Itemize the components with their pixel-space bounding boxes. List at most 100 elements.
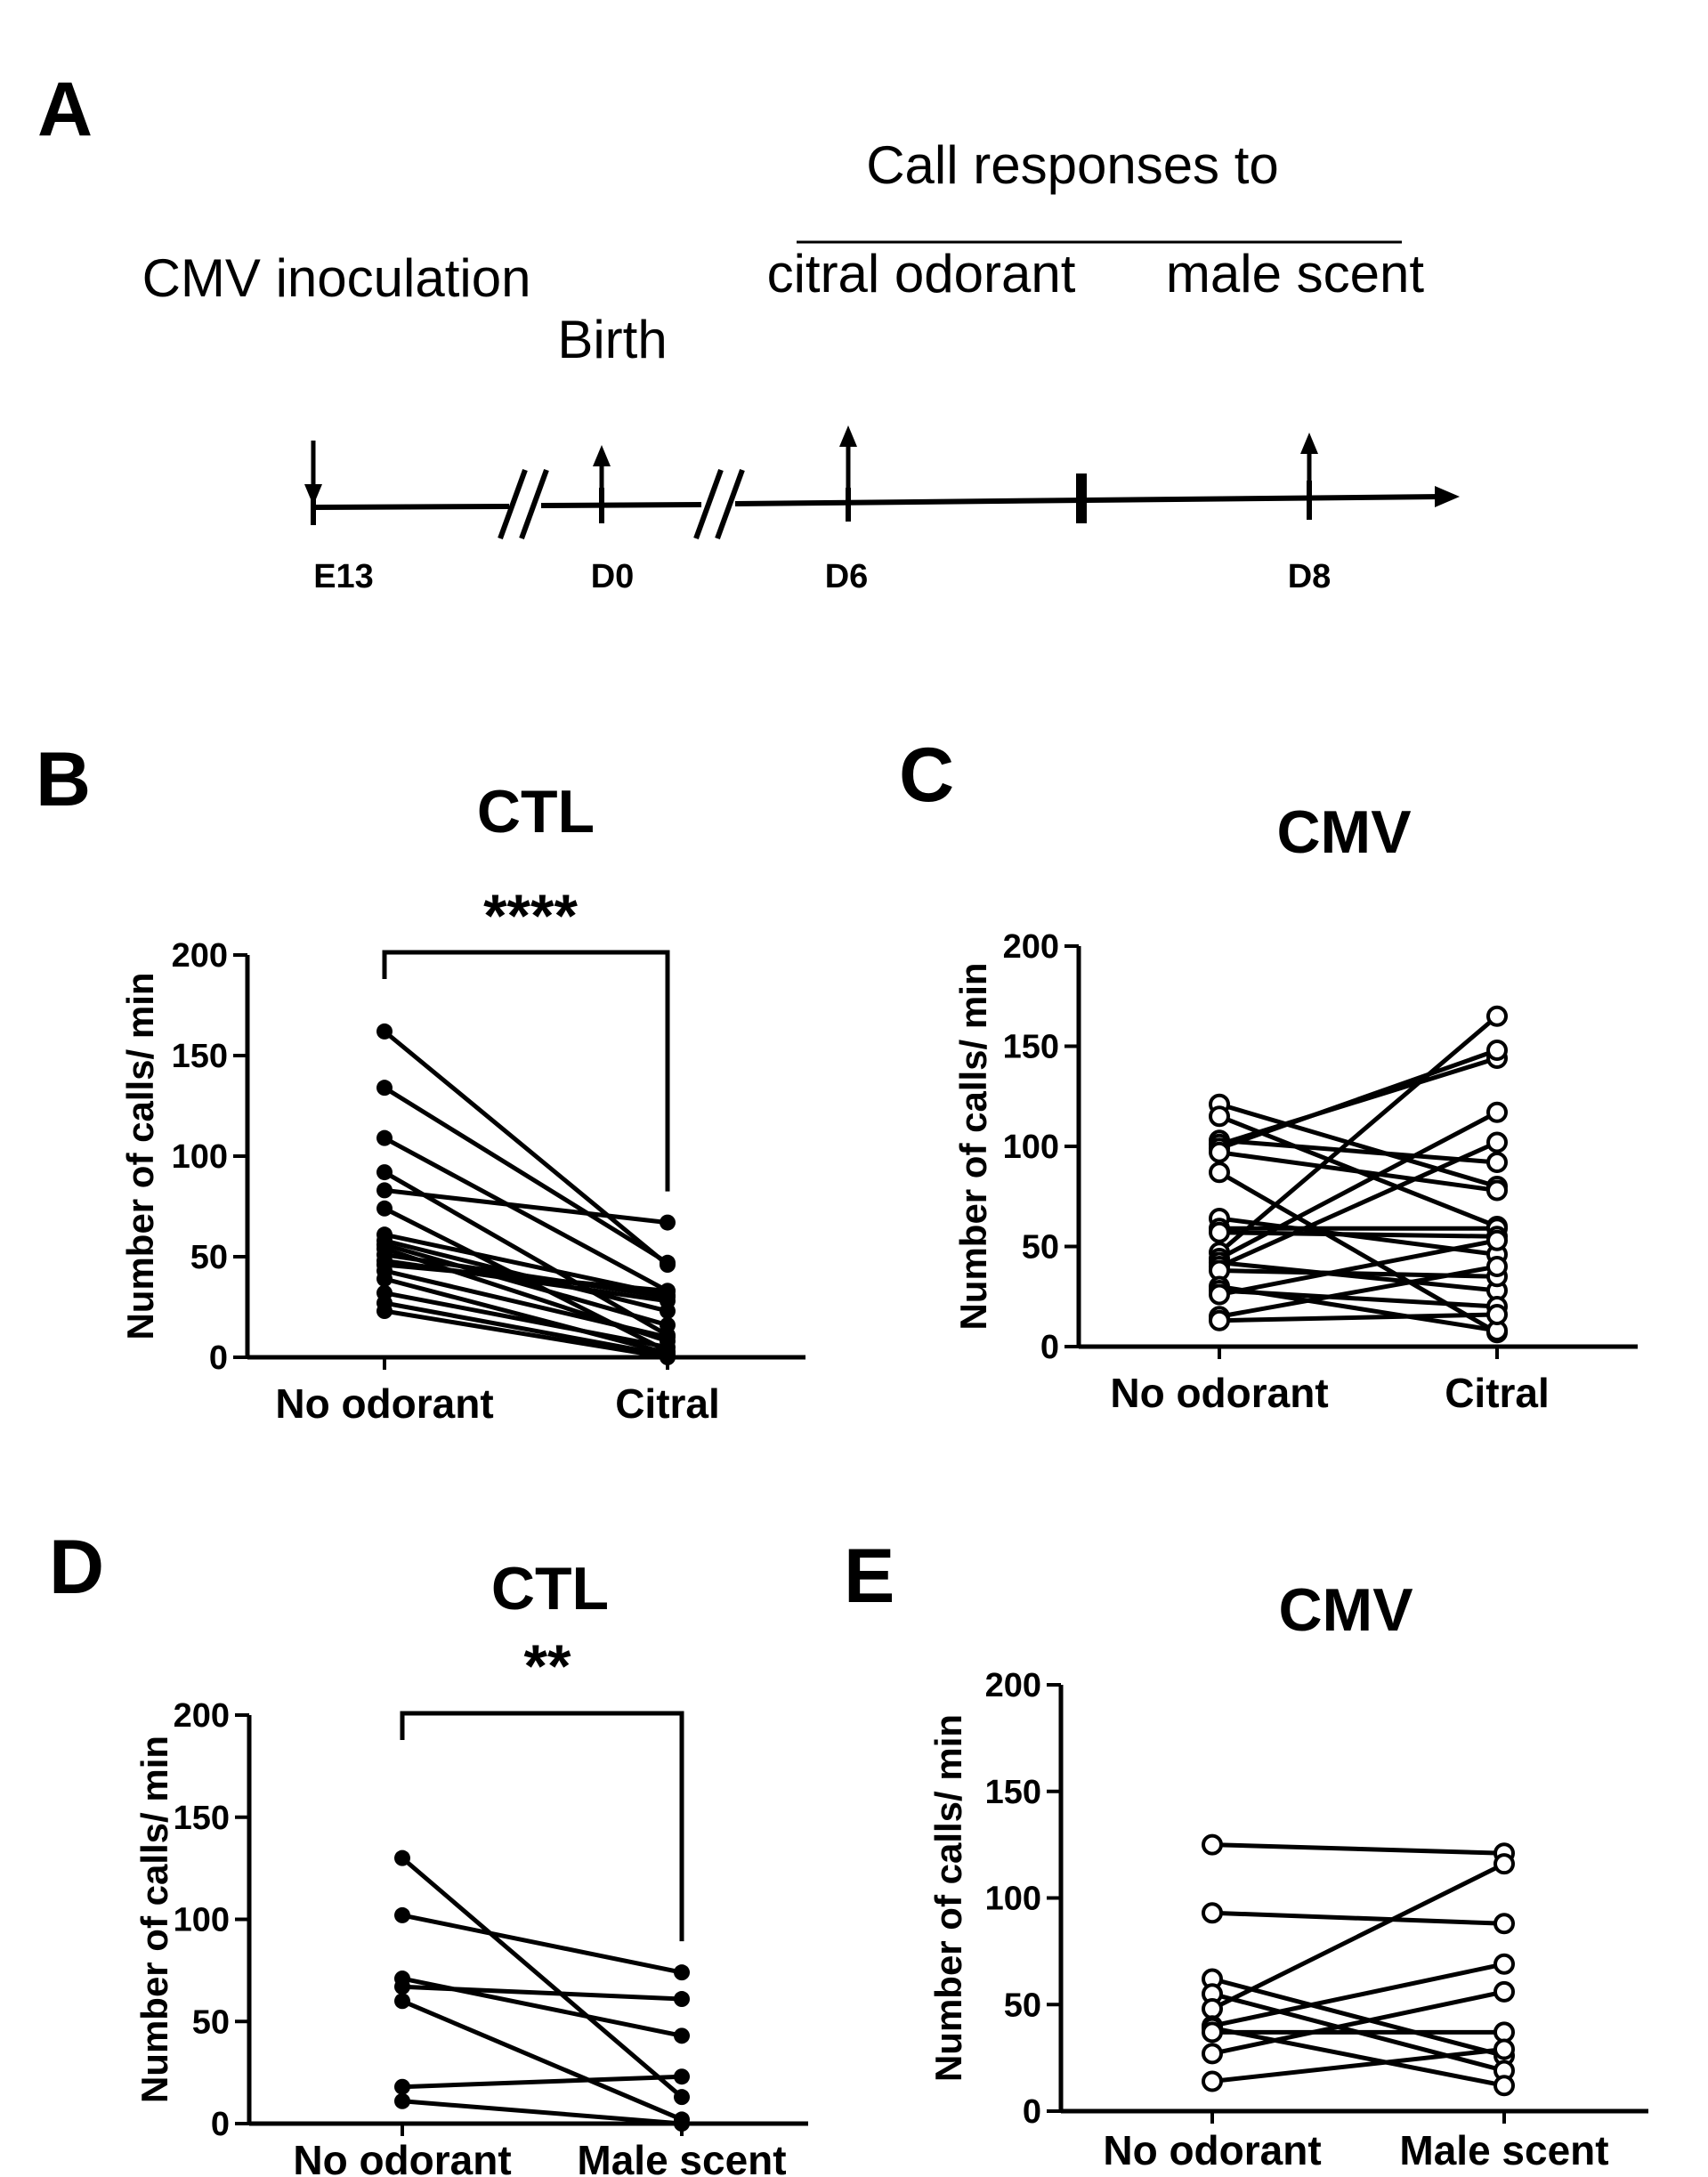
inoculation-arrowhead — [304, 484, 322, 506]
significance-bracket — [382, 950, 670, 1192]
y-tick-label: 0 — [1040, 1329, 1059, 1366]
y-tick-label: 200 — [172, 937, 228, 975]
y-tick-label: 150 — [985, 1774, 1041, 1811]
panel-letter: B — [36, 737, 91, 822]
d8-arrowhead — [1300, 433, 1318, 454]
paired-line — [401, 1984, 683, 2002]
data-point — [1486, 1005, 1508, 1027]
paired-line — [1218, 1312, 1498, 1323]
panel-d-chart: D CTL 0 50 100 150 200 No odorant Male scent Numb… — [49, 1525, 808, 2177]
paired-line — [1218, 1110, 1499, 1261]
call-responses-header: Call responses to — [866, 135, 1279, 195]
tick-label-d8: D8 — [1288, 558, 1332, 595]
data-point — [1202, 2043, 1223, 2065]
data-point — [674, 1964, 690, 1981]
data-point — [1209, 1105, 1230, 1128]
x-category-label: Citral — [1445, 1370, 1550, 1416]
chart-title: CMV — [1276, 798, 1411, 866]
data-point — [660, 1254, 676, 1271]
y-tick-label: 100 — [172, 1138, 228, 1176]
y-tick-label: 50 — [190, 1239, 228, 1276]
data-point — [376, 1303, 393, 1320]
data-point — [1486, 1131, 1508, 1153]
data-point — [1486, 1179, 1508, 1202]
data-point — [1493, 1953, 1515, 1975]
birth-arrowhead — [593, 445, 611, 466]
timeline-axis — [734, 494, 1443, 506]
data-point — [1202, 1902, 1223, 1924]
data-point — [674, 2068, 690, 2085]
data-point — [376, 1129, 393, 1146]
paired-line — [1218, 1102, 1498, 1189]
paired-line — [1211, 2047, 1505, 2084]
paired-line — [1218, 1137, 1498, 1165]
data-point — [376, 1270, 393, 1287]
paired-line — [1218, 1288, 1498, 1309]
paired-line — [401, 2099, 683, 2126]
x-category-label: No odorant — [293, 2137, 511, 2177]
paired-line — [401, 1856, 684, 2100]
citral-odorant-label: citral odorant — [767, 244, 1076, 303]
chart-title: CTL — [477, 778, 595, 846]
chart-title: CMV — [1278, 1576, 1413, 1644]
timeline-axis — [540, 502, 702, 508]
data-point — [1202, 2070, 1223, 2092]
axis-break-mark — [715, 468, 745, 540]
paired-line — [1211, 1989, 1505, 2056]
y-tick-label: 100 — [1003, 1129, 1059, 1166]
data-point — [1209, 1309, 1230, 1331]
panel-a: A Call responses to citral odorant male … — [37, 67, 1460, 595]
paired-line — [384, 1308, 668, 1360]
paired-line — [384, 1262, 668, 1293]
data-point — [674, 2089, 690, 2106]
x-category-label: No odorant — [275, 1380, 493, 1427]
data-point — [394, 2078, 410, 2095]
data-point — [376, 1200, 393, 1217]
y-tick-label: 150 — [1003, 1029, 1059, 1066]
timeline-axis — [312, 504, 510, 510]
y-axis-label: Number of calls/ min — [952, 962, 994, 1330]
y-tick-label: 50 — [1004, 1987, 1041, 2024]
paired-line — [1218, 1048, 1498, 1151]
y-tick-label: 0 — [211, 2106, 230, 2143]
data-point — [1493, 1853, 1515, 1875]
y-axis-label: Number of calls/ min — [119, 972, 161, 1339]
data-point — [1209, 1283, 1230, 1306]
data-point — [1486, 1256, 1508, 1277]
y-tick-label: 50 — [192, 2003, 230, 2041]
d6-arrowhead — [839, 425, 857, 447]
data-point — [1209, 1221, 1230, 1243]
paired-line — [1211, 1910, 1505, 1926]
data-point — [1486, 1304, 1508, 1325]
data-point — [674, 1991, 690, 2008]
y-tick-label: 100 — [174, 1902, 230, 1939]
y-tick-label: 0 — [209, 1339, 228, 1377]
male-scent-label: male scent — [1166, 244, 1424, 303]
data-point — [674, 2027, 690, 2044]
paired-line — [383, 1169, 669, 1338]
panel-letter: D — [49, 1525, 104, 1610]
y-tick-label: 150 — [172, 1038, 228, 1075]
tick-label-d6: D6 — [825, 558, 869, 595]
data-point — [674, 2116, 690, 2132]
paired-line — [1218, 1260, 1498, 1293]
cmv-inoculation-label: CMV inoculation — [142, 248, 531, 308]
y-tick-label: 50 — [1022, 1229, 1059, 1267]
paired-line — [1210, 1861, 1506, 2011]
data-point — [1202, 1998, 1223, 2020]
data-point — [394, 1906, 410, 1923]
paired-line — [1211, 1962, 1505, 2028]
paired-line — [384, 1268, 668, 1339]
y-tick-label: 0 — [1023, 2093, 1041, 2131]
paired-line — [1218, 1014, 1499, 1255]
y-tick-label: 200 — [1003, 928, 1059, 966]
paired-line — [383, 1136, 669, 1293]
tick-label-e13: E13 — [313, 558, 374, 595]
data-point — [1493, 2075, 1515, 2097]
panel-letter: C — [899, 732, 954, 818]
data-point — [394, 1979, 410, 1995]
data-point — [376, 1023, 393, 1040]
birth-label: Birth — [557, 310, 667, 369]
y-tick-label: 200 — [985, 1667, 1041, 1704]
paired-line — [1218, 1150, 1498, 1193]
